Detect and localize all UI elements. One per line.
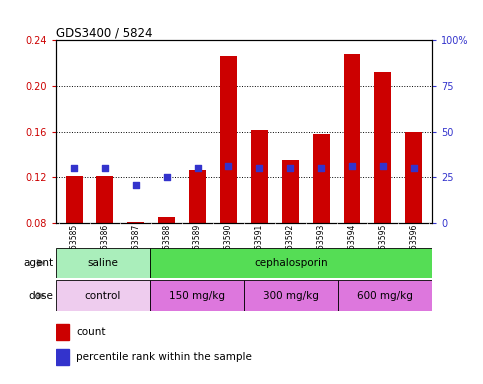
Text: agent: agent	[23, 258, 53, 268]
Point	[410, 165, 418, 171]
Bar	[97, 176, 114, 314]
Bar	[338, 280, 432, 311]
Text: 300 mg/kg: 300 mg/kg	[263, 291, 319, 301]
Text: 600 mg/kg: 600 mg/kg	[357, 291, 413, 301]
Bar	[56, 248, 150, 278]
Text: percentile rank within the sample: percentile rank within the sample	[76, 352, 252, 362]
Point	[194, 165, 201, 171]
Bar	[405, 131, 422, 314]
Bar	[244, 280, 338, 311]
Bar	[220, 56, 237, 314]
Text: GDS3400 / 5824: GDS3400 / 5824	[56, 26, 152, 39]
Bar	[282, 160, 298, 314]
Bar	[66, 176, 83, 314]
Text: 150 mg/kg: 150 mg/kg	[169, 291, 225, 301]
Point	[256, 165, 263, 171]
Point	[225, 163, 232, 169]
Point	[317, 165, 325, 171]
Text: saline: saline	[87, 258, 118, 268]
Bar	[251, 131, 268, 314]
Bar	[374, 72, 391, 314]
Point	[101, 165, 109, 171]
Point	[348, 163, 356, 169]
Point	[286, 165, 294, 171]
Text: cephalosporin: cephalosporin	[254, 258, 328, 268]
Point	[132, 182, 140, 188]
Point	[70, 165, 78, 171]
Bar	[313, 134, 329, 314]
Point	[379, 163, 387, 169]
Bar	[56, 324, 69, 340]
Bar	[150, 248, 432, 278]
Bar	[150, 280, 244, 311]
Point	[163, 174, 170, 180]
Text: control: control	[85, 291, 121, 301]
Bar	[158, 217, 175, 314]
Text: dose: dose	[28, 291, 53, 301]
Bar	[56, 280, 150, 311]
Text: count: count	[76, 327, 106, 337]
Bar	[189, 170, 206, 314]
Bar	[56, 349, 69, 365]
Bar	[343, 54, 360, 314]
Bar	[128, 222, 144, 314]
